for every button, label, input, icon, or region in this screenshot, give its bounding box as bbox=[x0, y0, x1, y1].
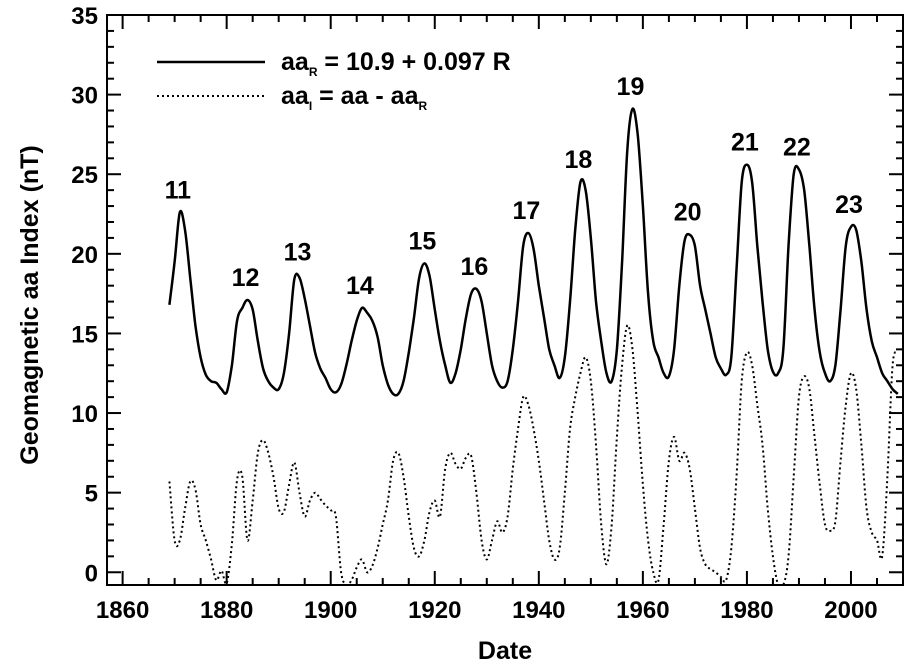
x-tick-label: 1880 bbox=[200, 597, 253, 624]
x-tick-label: 1940 bbox=[512, 597, 565, 624]
x-tick-label: 1980 bbox=[720, 597, 773, 624]
y-axis-title: Geomagnetic aa Index (nT) bbox=[16, 145, 44, 465]
series-layer bbox=[168, 107, 899, 585]
y-tick-label: 30 bbox=[71, 83, 98, 110]
y-tick-label: 25 bbox=[71, 162, 98, 189]
series-line-aaI bbox=[168, 324, 899, 585]
cycle-label-22: 22 bbox=[783, 133, 811, 161]
cycle-label-21: 21 bbox=[731, 129, 759, 157]
legend-label-aaR: aaR = 10.9 + 0.097 R bbox=[281, 48, 511, 79]
cycle-label-17: 17 bbox=[513, 197, 541, 225]
x-axis-title: Date bbox=[478, 637, 532, 665]
cycle-label-12: 12 bbox=[232, 264, 260, 292]
cycle-label-14: 14 bbox=[346, 272, 374, 300]
plot-area-frame bbox=[106, 14, 904, 586]
x-tick-label: 2000 bbox=[824, 597, 877, 624]
x-tick-label: 1960 bbox=[616, 597, 669, 624]
y-tick-label: 15 bbox=[71, 321, 98, 348]
series-line-aaR bbox=[168, 107, 899, 397]
y-tick-label: 35 bbox=[71, 3, 98, 30]
cycle-label-23: 23 bbox=[835, 191, 863, 219]
y-tick-label: 0 bbox=[85, 560, 98, 587]
legend: aaR = 10.9 + 0.097 R aaI = aa - aaR bbox=[157, 48, 511, 113]
cycle-labels-layer: 11 12 13 14 15 16 17 18 19 20 21 22 23 bbox=[165, 73, 863, 300]
cycle-label-11: 11 bbox=[165, 176, 192, 204]
cycle-label-19: 19 bbox=[617, 73, 645, 101]
axis-ticks-layer bbox=[107, 14, 904, 585]
y-tick-label: 20 bbox=[71, 242, 98, 269]
x-tick-label: 1860 bbox=[96, 597, 149, 624]
cycle-label-15: 15 bbox=[408, 227, 436, 255]
cycle-label-16: 16 bbox=[460, 253, 488, 281]
x-tick-label: 1920 bbox=[408, 597, 461, 624]
y-tick-label: 5 bbox=[85, 481, 98, 508]
y-tick-label: 10 bbox=[71, 401, 98, 428]
cycle-label-20: 20 bbox=[674, 199, 702, 227]
x-tick-label: 1900 bbox=[304, 597, 357, 624]
legend-label-aaI: aaI = aa - aaR bbox=[281, 82, 427, 113]
tick-labels-layer: 1860 1880 1900 1920 1940 1960 1980 200005101520… bbox=[71, 3, 877, 624]
cycle-label-18: 18 bbox=[565, 146, 593, 174]
cycle-label-13: 13 bbox=[284, 239, 312, 267]
